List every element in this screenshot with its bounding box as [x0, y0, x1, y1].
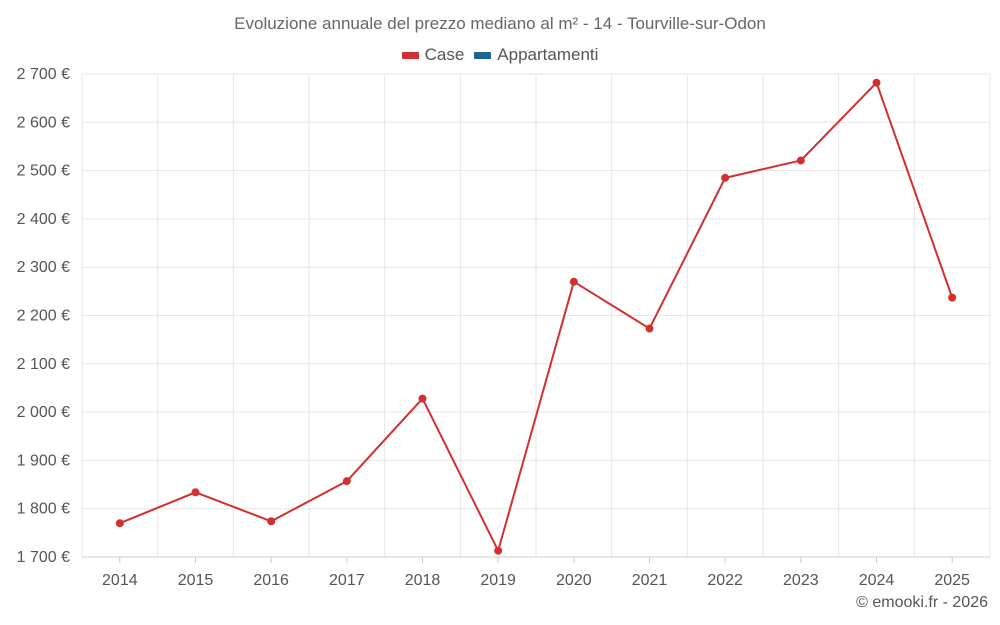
legend-item-case[interactable]: Case — [401, 45, 465, 65]
legend-swatch-case — [401, 51, 419, 59]
x-tick-label: 2020 — [556, 572, 592, 589]
x-tick-label: 2016 — [253, 572, 289, 589]
x-tick-label: 2019 — [480, 572, 516, 589]
y-tick-label: 2 300 € — [17, 259, 70, 276]
y-tick-label: 2 400 € — [17, 211, 70, 228]
series-line-case — [119, 81, 954, 552]
y-tick-label: 2 200 € — [17, 308, 70, 325]
legend-label-case: Case — [424, 45, 465, 64]
data-point — [948, 293, 957, 302]
y-tick-label: 2 600 € — [17, 114, 70, 131]
x-tick-label: 2025 — [934, 572, 970, 589]
x-tick-label: 2014 — [102, 572, 138, 589]
legend-label-appartamenti: Appartamenti — [497, 45, 599, 64]
y-tick-label: 2 500 € — [17, 163, 70, 180]
x-tick-label: 2018 — [405, 572, 441, 589]
x-tick-label: 2017 — [329, 572, 365, 589]
legend: Case Appartamenti — [0, 45, 1000, 65]
data-point — [342, 477, 351, 486]
y-tick-label: 2 100 € — [17, 356, 70, 373]
x-tick-label: 2021 — [632, 572, 668, 589]
x-tick-label: 2023 — [783, 572, 819, 589]
data-point — [872, 78, 881, 87]
data-point — [645, 324, 654, 333]
y-tick-label: 2 000 € — [17, 404, 70, 421]
data-point — [569, 277, 578, 286]
grid — [81, 73, 991, 558]
data-point — [191, 488, 200, 497]
x-tick-label: 2024 — [859, 572, 895, 589]
data-point — [267, 517, 276, 526]
copyright-footer: © emooki.fr - 2026 — [856, 594, 988, 611]
data-point — [115, 519, 124, 528]
y-tick-label: 1 700 € — [17, 549, 70, 566]
y-tick-label: 1 900 € — [17, 452, 70, 469]
data-point — [494, 546, 503, 555]
chart-title: Evoluzione annuale del prezzo mediano al… — [234, 14, 766, 33]
data-point — [418, 394, 427, 403]
y-tick-label: 1 800 € — [17, 501, 70, 518]
x-tick-label: 2015 — [178, 572, 214, 589]
data-point — [721, 173, 730, 182]
y-tick-label: 2 700 € — [17, 66, 70, 83]
series-layer — [115, 78, 957, 555]
data-point — [796, 156, 805, 165]
axes: 1 700 € 1 800 € 1 900 € 2 000 € 2 100 € 2 200… — [17, 66, 990, 589]
legend-swatch-appartamenti — [474, 51, 492, 59]
legend-item-appartamenti[interactable]: Appartamenti — [474, 45, 598, 65]
x-tick-label: 2022 — [707, 572, 743, 589]
